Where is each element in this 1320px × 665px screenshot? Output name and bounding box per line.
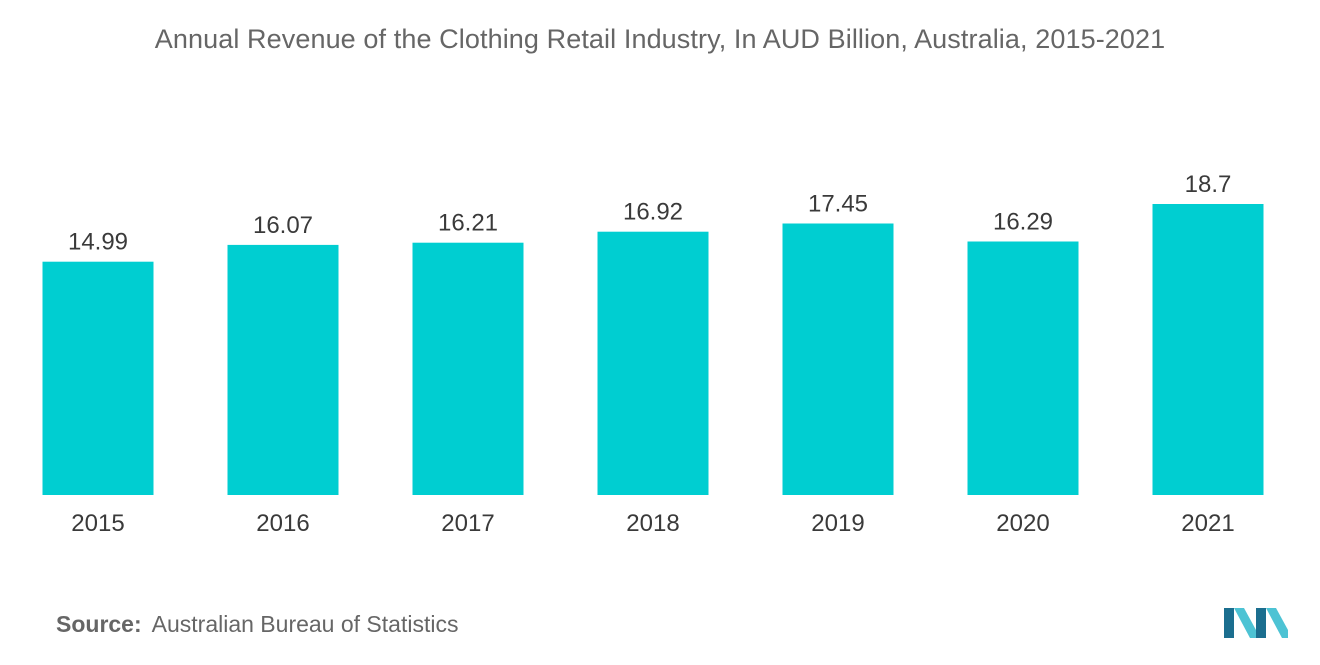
x-tick-label-2016: 2016: [256, 510, 309, 537]
bar-2018: [597, 231, 709, 495]
x-tick-label-2015: 2015: [71, 510, 124, 537]
mordor-intelligence-logo-icon: [1224, 608, 1288, 638]
value-labels-group: 14.99 16.07 16.21 16.92 17.45 16.29 18.7: [68, 171, 1231, 256]
source-note: Source: Australian Bureau of Statistics: [56, 611, 458, 638]
logo-right-diagonal: [1266, 608, 1288, 638]
value-label-2016: 16.07: [253, 212, 313, 239]
bar-2020: [967, 241, 1079, 495]
x-axis-tick-labels: 2015 2016 2017 2018 2019 2020 2021: [71, 510, 1234, 537]
bar-2021: [1152, 204, 1264, 495]
logo-left-shape: [1224, 608, 1234, 638]
value-label-2017: 16.21: [438, 210, 498, 237]
x-tick-label-2018: 2018: [626, 510, 679, 537]
bar-2019: [782, 223, 894, 495]
bar-2017: [412, 242, 524, 495]
source-text: Australian Bureau of Statistics: [151, 611, 459, 637]
source-label: Source:: [56, 611, 142, 637]
x-tick-label-2019: 2019: [811, 510, 864, 537]
value-label-2015: 14.99: [68, 229, 128, 256]
value-label-2020: 16.29: [993, 209, 1053, 236]
bar-2015: [42, 261, 154, 495]
chart-title: Annual Revenue of the Clothing Retail In…: [154, 24, 1166, 54]
value-label-2018: 16.92: [623, 199, 683, 226]
value-label-2019: 17.45: [808, 191, 868, 218]
x-tick-label-2020: 2020: [996, 510, 1049, 537]
logo-left-diagonal: [1234, 608, 1256, 638]
logo-mid-shape: [1256, 608, 1266, 638]
x-tick-label-2021: 2021: [1181, 510, 1234, 537]
x-tick-label-2017: 2017: [441, 510, 494, 537]
bar-2016: [227, 244, 339, 495]
bars-group: [42, 204, 1264, 495]
value-label-2021: 18.7: [1185, 171, 1232, 198]
